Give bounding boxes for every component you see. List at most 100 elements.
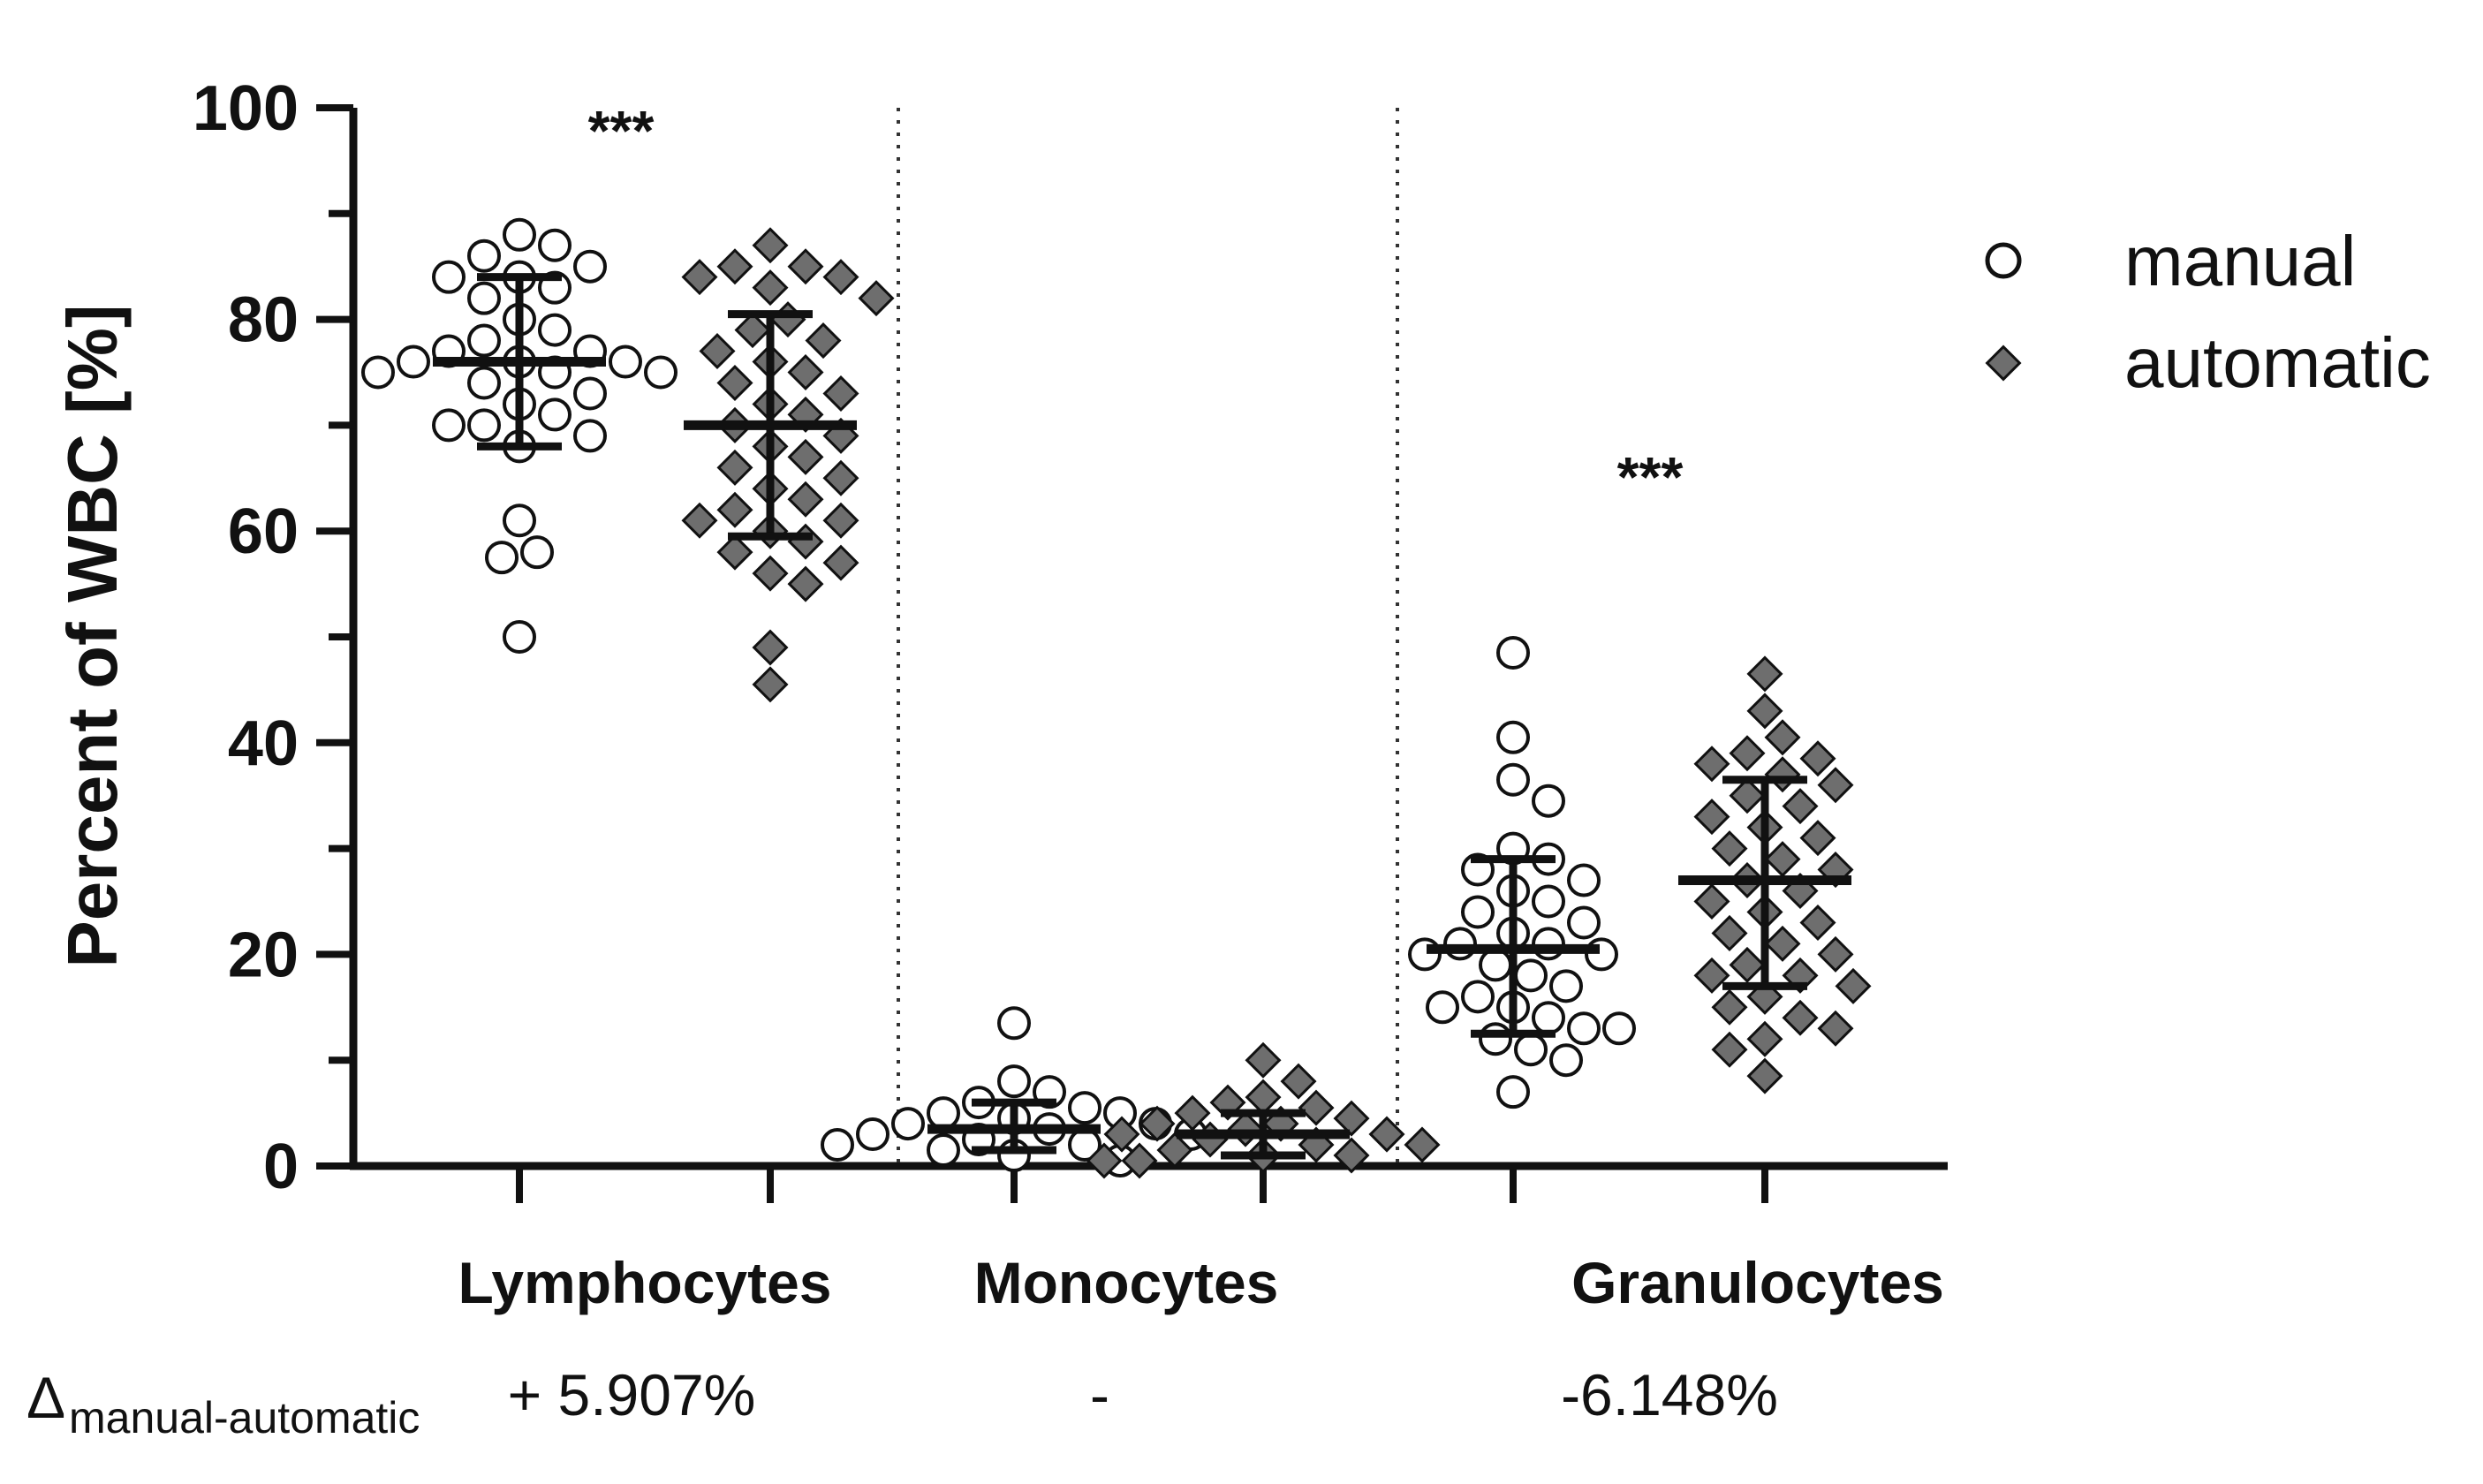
point-manual bbox=[467, 408, 501, 443]
point-manual bbox=[1514, 1033, 1548, 1067]
point-manual bbox=[1549, 1043, 1583, 1078]
point-automatic bbox=[1121, 1142, 1158, 1179]
point-manual bbox=[1461, 895, 1495, 929]
point-manual bbox=[1532, 884, 1565, 919]
point-manual bbox=[467, 238, 501, 273]
point-automatic bbox=[1799, 904, 1836, 941]
point-automatic bbox=[752, 555, 789, 592]
point-manual bbox=[503, 620, 536, 654]
y-axis-label: Percent of WBC [%] bbox=[53, 304, 132, 967]
point-automatic bbox=[787, 353, 824, 391]
legend-marker-automatic bbox=[1985, 344, 2022, 382]
y-tick-label: 60 bbox=[228, 496, 299, 567]
point-automatic bbox=[1368, 1116, 1405, 1153]
point-automatic bbox=[822, 375, 859, 412]
delta-subscript: manual-automatic bbox=[69, 1393, 420, 1442]
point-automatic bbox=[1156, 1132, 1193, 1169]
point-automatic bbox=[1333, 1137, 1370, 1174]
point-manual bbox=[856, 1117, 889, 1152]
point-automatic bbox=[1729, 777, 1766, 814]
point-manual bbox=[1496, 1075, 1530, 1109]
point-automatic bbox=[1817, 935, 1854, 973]
point-automatic bbox=[1139, 1105, 1176, 1142]
category-label-monocytes: Monocytes bbox=[974, 1250, 1279, 1315]
point-automatic bbox=[1245, 1079, 1282, 1116]
point-automatic bbox=[1298, 1089, 1335, 1126]
point-automatic bbox=[1729, 735, 1766, 772]
point-automatic bbox=[1799, 740, 1836, 777]
point-manual bbox=[1496, 635, 1530, 670]
point-manual bbox=[1479, 1022, 1512, 1056]
point-automatic bbox=[1174, 1094, 1211, 1132]
point-manual bbox=[432, 260, 466, 294]
category-label-granulocytes: Granulocytes bbox=[1571, 1250, 1944, 1315]
point-automatic bbox=[752, 666, 789, 703]
point-manual bbox=[997, 1006, 1031, 1041]
y-tick-label: 20 bbox=[228, 920, 299, 990]
point-automatic bbox=[1404, 1126, 1441, 1163]
point-manual bbox=[503, 217, 536, 252]
point-manual bbox=[1567, 905, 1601, 940]
point-automatic bbox=[787, 565, 824, 602]
point-automatic bbox=[752, 227, 789, 264]
point-automatic bbox=[681, 502, 718, 539]
point-automatic bbox=[1782, 788, 1819, 825]
point-automatic bbox=[769, 301, 806, 338]
point-manual bbox=[361, 355, 395, 390]
delta-monocytes: - bbox=[1090, 1362, 1109, 1427]
point-manual bbox=[997, 1064, 1031, 1099]
point-manual bbox=[821, 1128, 854, 1162]
point-manual bbox=[1585, 937, 1618, 972]
point-automatic bbox=[1711, 914, 1748, 951]
point-manual bbox=[1479, 948, 1512, 982]
point-automatic bbox=[1746, 1057, 1783, 1094]
point-automatic bbox=[1817, 1010, 1854, 1047]
significance-granulocytes: *** bbox=[1617, 445, 1684, 509]
point-automatic bbox=[716, 248, 753, 285]
point-automatic bbox=[1103, 1116, 1140, 1153]
point-automatic bbox=[1086, 1142, 1123, 1179]
point-manual bbox=[644, 355, 678, 390]
point-manual bbox=[1532, 1001, 1565, 1035]
point-automatic bbox=[787, 438, 824, 475]
point-automatic bbox=[716, 491, 753, 528]
point-manual bbox=[1532, 784, 1565, 818]
point-manual bbox=[1602, 1011, 1636, 1046]
point-automatic bbox=[1227, 1110, 1264, 1147]
point-automatic bbox=[716, 534, 753, 571]
point-automatic bbox=[1693, 957, 1730, 994]
point-automatic bbox=[1817, 767, 1854, 804]
significance-lymphocytes: *** bbox=[588, 99, 655, 163]
point-automatic bbox=[1245, 1041, 1282, 1079]
point-manual bbox=[1567, 1011, 1601, 1046]
delta-lymphocytes: + 5.907% bbox=[508, 1362, 756, 1427]
point-manual bbox=[467, 366, 501, 400]
point-manual bbox=[891, 1107, 925, 1141]
point-automatic bbox=[752, 629, 789, 666]
point-automatic bbox=[1782, 999, 1819, 1036]
point-manual bbox=[520, 535, 554, 570]
point-manual bbox=[503, 504, 536, 538]
point-automatic bbox=[716, 364, 753, 401]
point-automatic bbox=[681, 259, 718, 296]
legend: manual automatic bbox=[1985, 222, 2431, 402]
point-manual bbox=[1514, 958, 1548, 993]
point-automatic bbox=[1693, 799, 1730, 836]
point-manual bbox=[927, 1096, 960, 1131]
point-manual bbox=[467, 281, 501, 315]
point-automatic bbox=[1333, 1100, 1370, 1137]
delta-granulocytes: -6.148% bbox=[1561, 1362, 1778, 1427]
point-automatic bbox=[1746, 693, 1783, 730]
point-automatic bbox=[1764, 925, 1801, 962]
y-tick-label: 40 bbox=[228, 708, 299, 779]
point-automatic bbox=[1835, 967, 1872, 1004]
delta-symbol: Δ bbox=[26, 1365, 65, 1430]
point-manual bbox=[927, 1133, 960, 1168]
point-manual bbox=[1549, 969, 1583, 1003]
point-automatic bbox=[734, 312, 771, 349]
y-tick-label: 80 bbox=[228, 285, 299, 356]
point-manual bbox=[397, 344, 430, 379]
y-tick-label: 0 bbox=[263, 1132, 299, 1202]
point-automatic bbox=[858, 280, 895, 317]
y-tick-label: 100 bbox=[193, 73, 299, 144]
